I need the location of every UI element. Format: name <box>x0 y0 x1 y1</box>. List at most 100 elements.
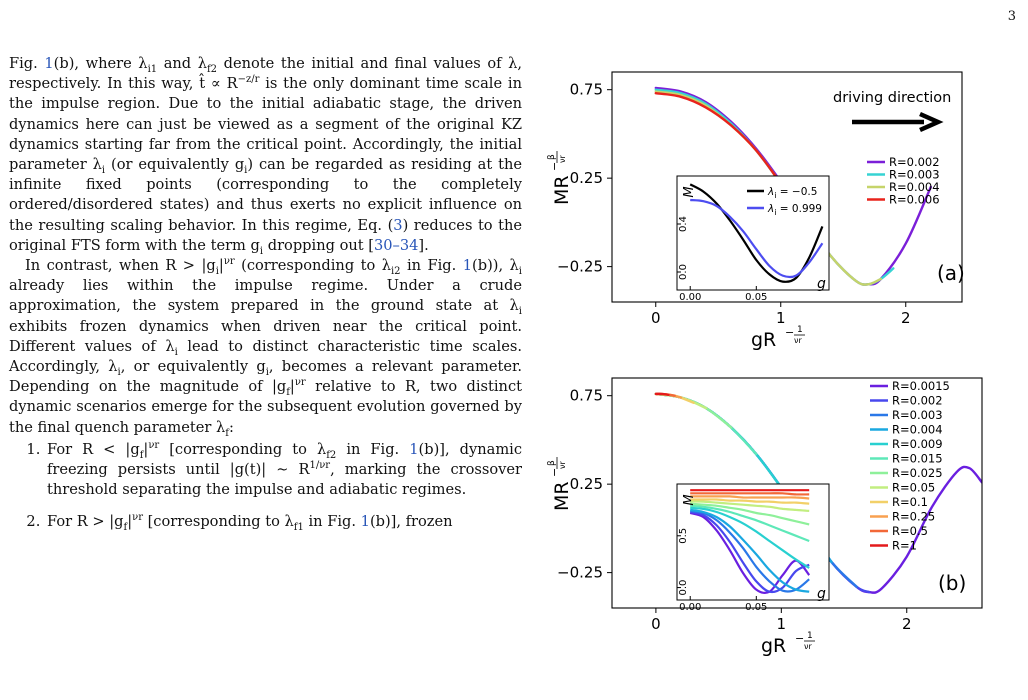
inset: 0.00 0.05 0.0 0.5 Mg <box>676 483 830 613</box>
inset: 0.00 0.05 0.0 0.4 Mg λi = −0.5 λi = 0.999 <box>676 175 830 303</box>
legend-label: R=0.004 <box>892 423 943 437</box>
inset-y-tick-label: 0.0 <box>678 264 689 280</box>
x-label-exp-den: νr <box>804 642 812 651</box>
ref-30-34[interactable]: 30–34 <box>373 236 419 254</box>
x-tick-label: 0 <box>651 615 661 633</box>
x-label-exp-num: 1 <box>797 325 803 335</box>
list-item: For R < |gf|νr [corresponding to λf2 in … <box>45 440 522 501</box>
inset-series-line <box>690 502 810 526</box>
inset-series-group <box>689 489 811 595</box>
legend-label: R=0.009 <box>892 437 943 451</box>
legend-label: R=1 <box>892 539 917 553</box>
inset-x-tick-label: 0.00 <box>679 602 701 613</box>
series-line <box>654 392 783 489</box>
inset-x-label: g <box>817 586 826 602</box>
inset-y-label: M <box>682 186 697 197</box>
inset-series-line <box>689 511 811 595</box>
y-label-exp-num: β <box>547 460 557 466</box>
legend-label: R=0.015 <box>892 452 943 466</box>
y-axis-label: MR − β νr <box>547 457 573 511</box>
inset-y-tick-label: 0.5 <box>678 528 689 544</box>
driving-arrow-head <box>919 111 944 133</box>
inset-series-group <box>689 183 824 283</box>
y-tick-label: 0.25 <box>570 169 603 187</box>
inset-legend-label: λi = 0.999 <box>767 203 822 217</box>
series-line <box>654 392 670 396</box>
legend-label: R=0.025 <box>892 466 943 480</box>
legend-label: R=0.002 <box>889 155 940 169</box>
x-tick-label: 1 <box>777 615 787 633</box>
series-line <box>654 392 708 410</box>
paragraph-2: In contrast, when R > |gi|νr (correspond… <box>9 256 522 439</box>
inset-y-tick-label: 0.0 <box>678 580 689 596</box>
x-axis-label: gR −1νr <box>761 631 815 657</box>
y-axis-label: MR − β νr <box>547 151 573 205</box>
y-tick-label: −0.25 <box>557 564 603 582</box>
x-label-exp-den: νr <box>794 336 802 345</box>
x-label-minus: − <box>785 326 794 339</box>
inset-series-line <box>690 498 810 505</box>
ref-fig-1[interactable]: 1 <box>409 440 419 458</box>
inset-series-line <box>690 492 810 496</box>
inset-frame <box>676 483 830 601</box>
driving-direction-label: driving direction <box>833 90 951 106</box>
inset-series-line <box>690 506 810 569</box>
text-column: Fig. 1(b), where λi1 and λf2 denote the … <box>9 54 522 545</box>
y-label-main: MR <box>551 175 573 205</box>
legend-label: R=0.003 <box>892 408 943 422</box>
series-line <box>654 392 758 456</box>
legend-label: R=0.004 <box>889 180 940 194</box>
y-tick-label: 0.75 <box>570 81 603 99</box>
y-label-exp-den: νr <box>558 155 567 163</box>
inset-y-label: M <box>682 494 697 505</box>
legend-label: R=0.0015 <box>892 379 950 393</box>
x-tick-label: 2 <box>902 615 912 633</box>
inset-series-line <box>690 495 810 500</box>
ref-fig-1[interactable]: 1 <box>44 55 54 72</box>
ref-eq-3[interactable]: 3 <box>393 216 403 234</box>
ref-fig-1[interactable]: 1 <box>462 257 473 275</box>
y-tick-label: −0.25 <box>557 258 603 276</box>
panel-label-b: (b) <box>938 571 966 595</box>
figure-1: 0 1 2 0.75 0.25 −0.25 MR − β νr gR −1 νr R=0.002 R=0.0… <box>540 54 990 698</box>
inset-y-tick-label: 0.4 <box>678 216 689 232</box>
inset-legend-label: λi = −0.5 <box>767 186 817 200</box>
list-item: For R > |gf|νr [corresponding to λf1 in … <box>45 512 522 533</box>
ref-fig-1[interactable]: 1 <box>360 513 370 531</box>
inset-series-line <box>690 509 810 593</box>
inset-x-tick-label: 0.00 <box>679 292 701 303</box>
inset-series-line <box>690 500 810 512</box>
legend-label: R=0.003 <box>889 168 940 182</box>
legend: R=0.0015R=0.002R=0.003R=0.004R=0.009R=0.… <box>870 379 950 553</box>
inset-x-label: g <box>817 276 826 292</box>
legend-label: R=0.5 <box>892 524 928 538</box>
plot-frame <box>611 71 963 303</box>
legend-label: R=0.1 <box>892 495 928 509</box>
inset-x-tick-label: 0.05 <box>745 292 767 303</box>
y-label-exp-num: β <box>547 154 557 160</box>
x-tick-label: 1 <box>776 309 786 327</box>
plot-frame <box>611 377 983 609</box>
x-tick-label: 2 <box>901 309 911 327</box>
legend-label: R=0.05 <box>892 481 935 495</box>
inset-frame <box>676 175 830 291</box>
y-label-minus: − <box>548 468 561 477</box>
page-number: 3 <box>1007 9 1016 24</box>
paragraph-1: Fig. 1(b), where λi1 and λf2 denote the … <box>9 55 523 257</box>
inset-series-line <box>689 510 810 594</box>
series-line <box>654 392 733 429</box>
y-label-minus: − <box>548 162 561 171</box>
y-tick-label: 0.25 <box>570 475 603 493</box>
x-label-main: gR <box>751 329 776 351</box>
y-tick-label: 0.75 <box>570 387 603 405</box>
y-label-main: MR <box>551 481 573 511</box>
y-label-exp-den: νr <box>558 461 567 469</box>
legend-label: R=0.25 <box>892 510 935 524</box>
x-label-exp-num: 1 <box>807 631 813 641</box>
inset-x-tick-label: 0.05 <box>745 602 767 613</box>
legend-label: R=0.006 <box>889 193 940 207</box>
inset-series-line <box>690 504 810 543</box>
